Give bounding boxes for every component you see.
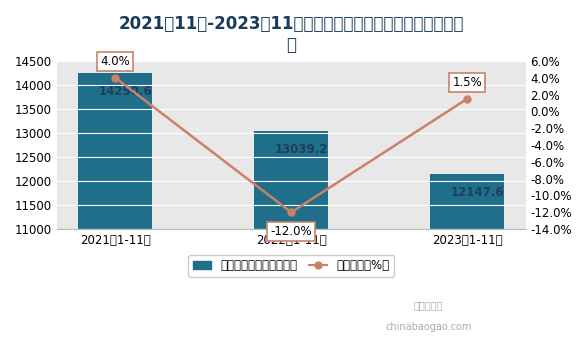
Legend: 产量累计值（万平方米）, 同比增速（%）: 产量累计值（万平方米）, 同比增速（%） bbox=[188, 255, 394, 277]
Bar bbox=[430, 174, 504, 359]
Bar bbox=[78, 73, 152, 359]
Bar bbox=[254, 131, 328, 359]
同比增速（%） bbox=[464, 97, 471, 101]
同比增速（%） bbox=[288, 210, 295, 214]
Text: chinabaogao.com: chinabaogao.com bbox=[385, 322, 472, 332]
Text: 14250.6: 14250.6 bbox=[99, 85, 153, 98]
Text: 12147.6: 12147.6 bbox=[451, 186, 505, 199]
Text: 观研报告网: 观研报告网 bbox=[414, 300, 443, 310]
同比增速（%） bbox=[112, 76, 119, 80]
Title: 2021年11月-2023年11月我国中空玻璃产量累计值及其同比增
速: 2021年11月-2023年11月我国中空玻璃产量累计值及其同比增 速 bbox=[119, 15, 464, 54]
Text: 13039.2: 13039.2 bbox=[275, 143, 329, 156]
Text: 4.0%: 4.0% bbox=[100, 55, 130, 67]
Line: 同比增速（%）: 同比增速（%） bbox=[112, 74, 471, 216]
Text: -12.0%: -12.0% bbox=[271, 225, 312, 238]
Text: 1.5%: 1.5% bbox=[453, 76, 482, 89]
